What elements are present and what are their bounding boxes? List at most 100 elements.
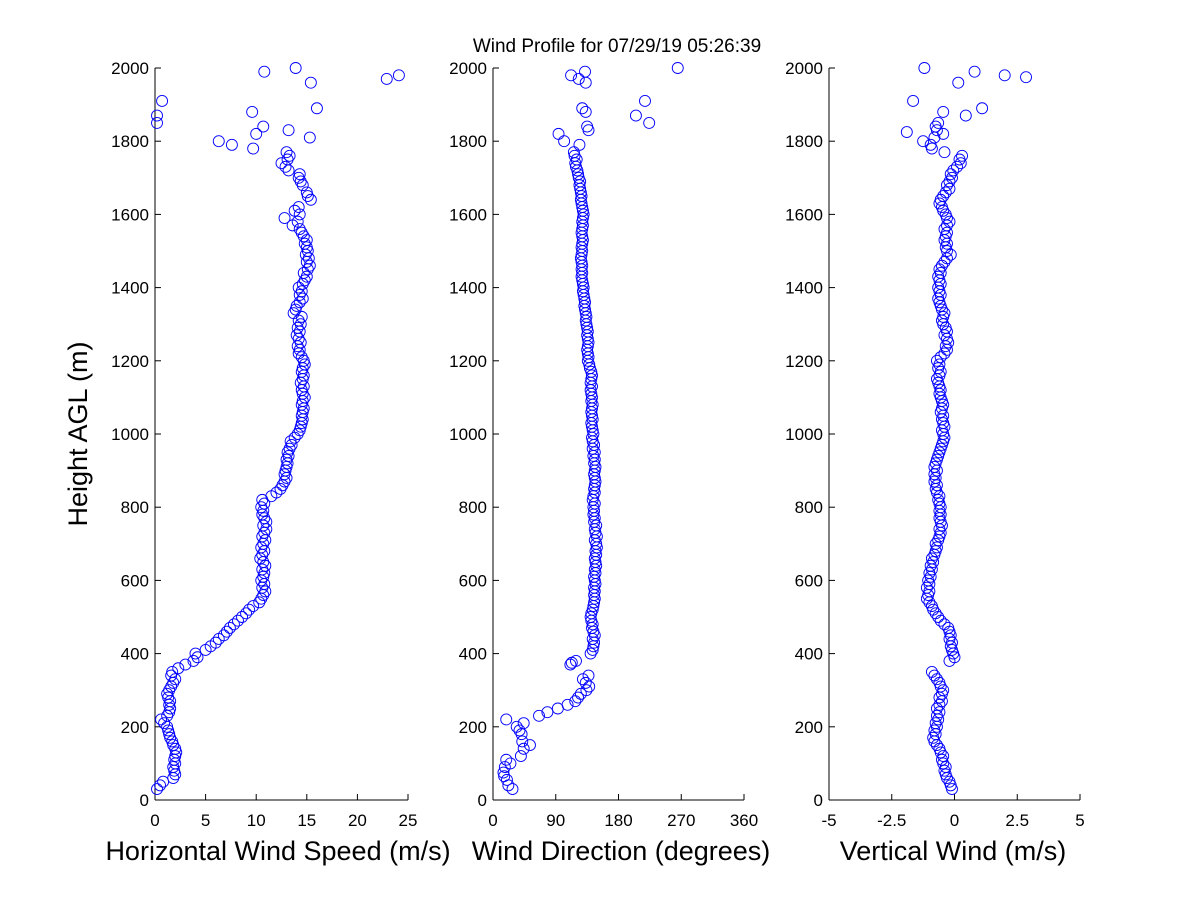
data-point [938, 618, 951, 631]
data-point [943, 175, 956, 188]
data-point [934, 351, 947, 364]
data-point [942, 622, 955, 634]
y-tick-label: 1200 [785, 352, 823, 371]
data-point [580, 684, 593, 697]
data-point [976, 102, 989, 115]
data-point [929, 537, 942, 550]
data-point [552, 127, 565, 140]
data-point [932, 270, 945, 283]
data-point [570, 153, 583, 166]
data-point [943, 182, 956, 195]
x-tick-label: 15 [297, 811, 316, 830]
data-point [579, 676, 592, 689]
data-point [304, 193, 317, 206]
x-axis-label: Wind Direction (degrees) [472, 836, 771, 866]
data-point [933, 358, 946, 371]
y-tick-label: 0 [814, 791, 823, 810]
y-tick-label: 1800 [449, 132, 487, 151]
y-tick-label: 800 [121, 498, 149, 517]
y-tick-label: 1000 [111, 425, 149, 444]
y-tick-label: 1600 [449, 205, 487, 224]
data-point [937, 105, 950, 118]
x-tick-label: 0 [150, 811, 159, 830]
data-point [294, 175, 307, 188]
data-point [270, 486, 283, 499]
data-point [576, 102, 589, 115]
data-point [930, 354, 943, 367]
y-tick-label: 1400 [785, 279, 823, 298]
data-point [166, 665, 179, 678]
data-point [209, 636, 222, 649]
data-point [927, 731, 940, 744]
data-point [217, 629, 230, 642]
data-point [284, 435, 297, 448]
x-tick-label: 180 [604, 811, 632, 830]
data-point [561, 698, 574, 711]
data-point [517, 717, 530, 730]
y-tick-label: 1600 [785, 205, 823, 224]
data-point [517, 742, 530, 755]
data-point [514, 750, 527, 763]
data-point [223, 622, 236, 634]
data-point [250, 127, 263, 140]
x-tick-label: 5 [1075, 811, 1084, 830]
x-tick-label: 10 [247, 811, 266, 830]
data-point [293, 168, 306, 181]
data-point [294, 318, 307, 331]
data-point [953, 153, 966, 166]
data-point [255, 501, 268, 514]
data-point [907, 94, 920, 107]
data-point [565, 69, 578, 82]
data-point [227, 618, 240, 631]
data-point [500, 753, 513, 766]
data-point [929, 120, 942, 133]
y-tick-label: 200 [795, 718, 823, 737]
data-point [179, 658, 192, 671]
data-point [280, 146, 293, 159]
data-point [510, 720, 523, 733]
data-point [590, 519, 603, 532]
data-point [629, 109, 642, 122]
data-point [236, 611, 248, 623]
y-tick-label: 600 [459, 571, 487, 590]
y-tick-label: 400 [795, 645, 823, 664]
data-point [923, 567, 936, 580]
data-point [924, 138, 937, 151]
data-point [956, 149, 968, 162]
data-point [968, 65, 981, 78]
data-point [258, 497, 271, 510]
data-point [947, 164, 960, 177]
data-point [579, 65, 591, 78]
data-point [291, 215, 304, 228]
data-point [158, 717, 171, 730]
panel-wind-direction: 0 200 400 600 800 1000 1200 1400 1600 1800 2000 0 90… [449, 59, 770, 866]
data-point [582, 669, 595, 682]
data-point [933, 698, 946, 711]
data-point [1020, 71, 1032, 84]
y-tick-label: 600 [121, 571, 149, 590]
y-axis-label: Height AGL (m) [63, 341, 93, 526]
data-point [939, 208, 952, 221]
data-point [937, 127, 950, 140]
y-tick-label: 800 [459, 498, 487, 517]
data-point [932, 116, 945, 129]
data-point [151, 109, 163, 122]
data-point [498, 770, 511, 783]
data-point [568, 149, 581, 162]
y-tick-label: 600 [795, 571, 823, 590]
data-point [584, 647, 597, 660]
data-point [243, 603, 256, 616]
data-point [938, 347, 951, 360]
data-point [918, 62, 931, 74]
data-point [292, 281, 305, 294]
data-point [288, 204, 301, 217]
data-point [504, 757, 517, 770]
y-tick-label: 400 [121, 645, 149, 664]
data-point [500, 773, 513, 786]
x-axis-label: Horizontal Wind Speed (m/s) [105, 836, 450, 866]
data-point [282, 124, 295, 137]
y-tick-label: 1800 [785, 132, 823, 151]
x-axis-label: Vertical Wind (m/s) [840, 836, 1067, 866]
data-point [297, 267, 310, 279]
